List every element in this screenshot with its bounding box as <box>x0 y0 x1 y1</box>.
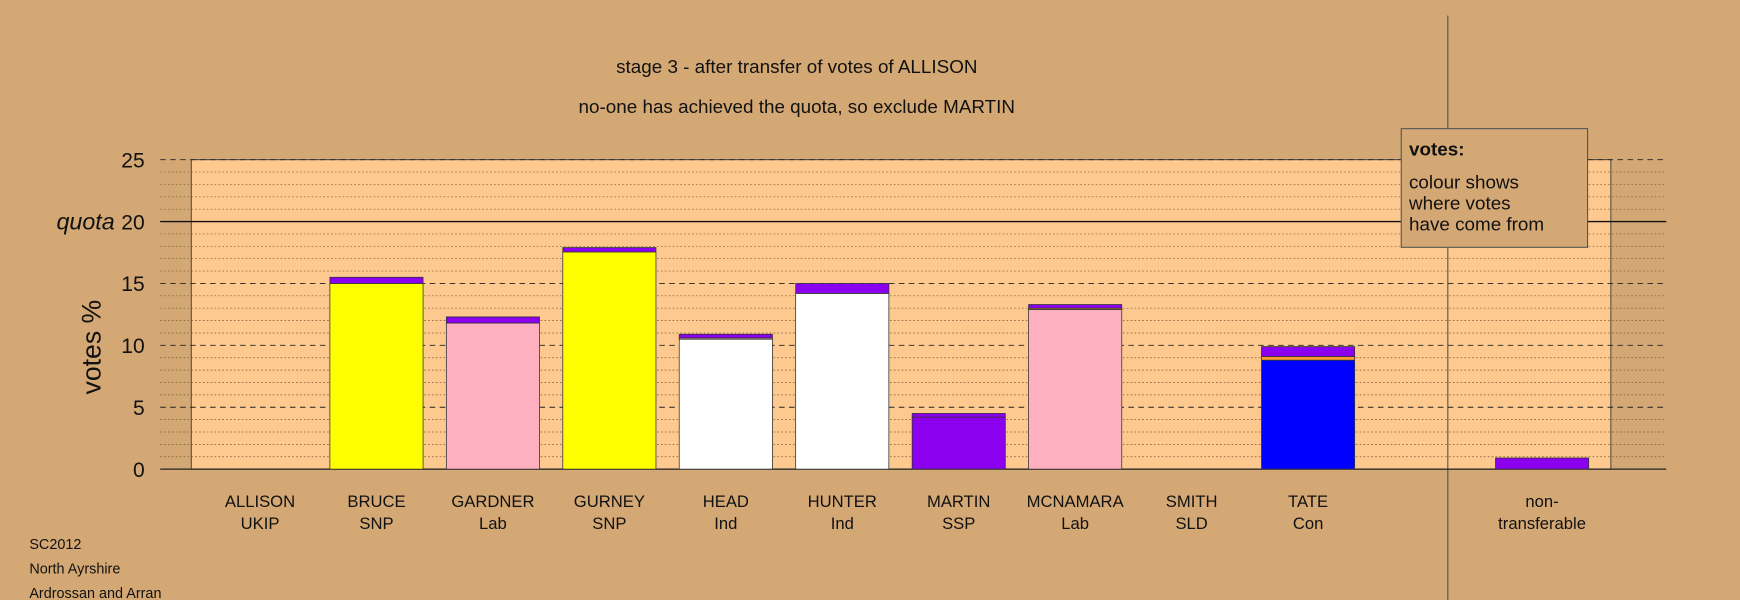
bar-segment <box>1028 309 1123 470</box>
note-title: votes: <box>1409 138 1465 159</box>
x-tick-label: transferable <box>1498 514 1586 533</box>
y-tick-label: 5 <box>133 397 145 420</box>
bar-segment <box>562 247 657 253</box>
x-tick-label: TATE <box>1288 492 1328 511</box>
note-line: where votes <box>1408 193 1511 214</box>
x-tick-label: Lab <box>1061 514 1089 533</box>
bar-segment <box>445 322 540 470</box>
footer-line: North Ayrshire <box>29 561 120 577</box>
y-tick-label: 10 <box>121 335 144 358</box>
y-tick-label: 15 <box>121 273 144 296</box>
bar-segment <box>795 283 890 294</box>
x-tick-label: Ind <box>714 514 737 533</box>
x-tick-label: Con <box>1293 514 1324 533</box>
bar-segment <box>678 333 773 339</box>
x-tick-label: BRUCE <box>347 492 405 511</box>
x-tick-label: SLD <box>1175 514 1207 533</box>
bar-segment <box>795 292 890 470</box>
x-tick-label: Lab <box>479 514 507 533</box>
bar-segment <box>1261 359 1356 470</box>
bar-segment <box>1261 356 1356 361</box>
x-tick-label: UKIP <box>241 514 280 533</box>
x-tick-label: SSP <box>942 514 975 533</box>
x-tick-label: MCNAMARA <box>1027 492 1125 511</box>
bar-segment <box>1495 457 1590 470</box>
bar-segment <box>911 413 1006 418</box>
x-tick-label: HUNTER <box>808 492 877 511</box>
x-tick-label: SMITH <box>1166 492 1218 511</box>
note-line: have come from <box>1409 214 1544 235</box>
x-tick-label: MARTIN <box>927 492 990 511</box>
x-tick-label: Ind <box>831 514 854 533</box>
plot: 0 5 10 15 20 25 quota ALLISON UKIP BRUCE SNP GARDNE… <box>56 149 1667 533</box>
x-tick-label: SNP <box>592 514 626 533</box>
chart-title: stage 3 - after transfer of votes of ALL… <box>616 56 977 77</box>
note-box <box>1400 128 1589 248</box>
y-tick-label: 25 <box>121 149 144 172</box>
y-axis-label: votes % <box>76 300 106 395</box>
x-tick-label: HEAD <box>703 492 749 511</box>
x-tick-label: ALLISON <box>225 492 295 511</box>
bar-segment <box>329 276 424 284</box>
bar-segment <box>1261 346 1356 357</box>
quota-label: quota <box>56 208 114 234</box>
bar-segment <box>678 338 773 470</box>
bar-segment <box>329 283 424 470</box>
footer-line: Ardrossan and Arran <box>29 586 161 600</box>
bar-segment <box>562 251 657 470</box>
bar-segment <box>911 416 1006 470</box>
x-tick-label: non- <box>1525 492 1558 511</box>
bar-segment <box>1028 304 1123 309</box>
x-tick-label: GURNEY <box>574 492 645 511</box>
x-tick-label: SNP <box>359 514 393 533</box>
footer-line: SC2012 <box>29 537 81 553</box>
y-tick-label: 20 <box>121 211 144 234</box>
y-tick-label: 0 <box>133 459 145 482</box>
note-line: colour shows <box>1409 172 1519 193</box>
bar-segment <box>445 316 540 324</box>
chart-subtitle: no-one has achieved the quota, so exclud… <box>579 96 1015 117</box>
plot-area <box>190 159 1612 470</box>
x-tick-label: GARDNER <box>451 492 534 511</box>
